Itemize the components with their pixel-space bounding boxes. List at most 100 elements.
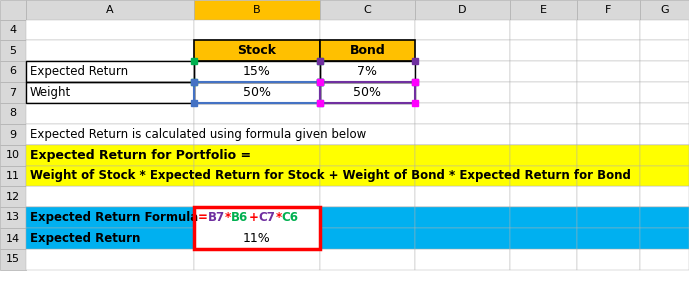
Bar xyxy=(194,20,320,40)
Bar xyxy=(510,124,577,145)
Bar xyxy=(577,82,640,103)
Bar xyxy=(0,228,26,249)
Text: B6: B6 xyxy=(232,211,249,224)
Bar xyxy=(640,228,689,249)
Text: Weight of Stock * Expected Return for Stock + Weight of Bond * Expected Return f: Weight of Stock * Expected Return for St… xyxy=(30,169,631,182)
Bar xyxy=(415,249,510,270)
Bar xyxy=(415,0,510,20)
Text: Expected Return Formula: Expected Return Formula xyxy=(30,211,198,224)
Bar xyxy=(320,40,415,61)
Bar xyxy=(320,166,415,186)
Bar xyxy=(510,61,577,82)
Bar xyxy=(26,61,194,82)
Bar xyxy=(320,103,415,124)
Bar xyxy=(320,61,415,82)
Bar xyxy=(194,186,320,207)
Bar xyxy=(640,145,689,166)
Bar xyxy=(577,228,640,249)
Bar xyxy=(26,228,194,249)
Bar xyxy=(194,228,320,249)
Bar xyxy=(320,61,415,82)
Bar xyxy=(577,166,640,186)
Bar xyxy=(577,20,640,40)
Bar xyxy=(640,166,689,186)
Bar xyxy=(415,40,510,61)
Text: Weight: Weight xyxy=(30,86,71,99)
Text: 6: 6 xyxy=(10,66,17,76)
Text: F: F xyxy=(606,5,612,15)
Bar xyxy=(510,82,577,103)
Text: 15%: 15% xyxy=(243,65,271,78)
Text: A: A xyxy=(106,5,114,15)
Bar xyxy=(194,207,320,228)
Bar xyxy=(577,145,640,166)
Bar xyxy=(510,0,577,20)
Bar xyxy=(194,228,320,249)
Bar xyxy=(415,82,510,103)
Bar xyxy=(26,124,194,145)
Bar xyxy=(415,207,510,228)
Bar xyxy=(415,228,510,249)
Text: *: * xyxy=(225,211,232,224)
Bar xyxy=(510,40,577,61)
Text: 13: 13 xyxy=(6,213,20,223)
Bar xyxy=(320,228,415,249)
Bar xyxy=(577,145,640,166)
Bar xyxy=(194,166,320,186)
Text: 11%: 11% xyxy=(243,232,271,245)
Bar xyxy=(0,207,26,228)
Text: E: E xyxy=(540,5,547,15)
Bar xyxy=(26,207,194,228)
Bar xyxy=(577,61,640,82)
Text: Expected Return for Portfolio =: Expected Return for Portfolio = xyxy=(30,149,251,162)
Text: G: G xyxy=(660,5,669,15)
Bar xyxy=(510,207,577,228)
Bar xyxy=(26,82,194,103)
Bar xyxy=(577,186,640,207)
Bar xyxy=(26,20,194,40)
Bar xyxy=(194,145,320,166)
Bar xyxy=(510,186,577,207)
Bar xyxy=(415,145,510,166)
Bar xyxy=(577,207,640,228)
Bar xyxy=(640,124,689,145)
Bar xyxy=(640,20,689,40)
Bar xyxy=(510,166,577,186)
Bar xyxy=(577,124,640,145)
Bar xyxy=(0,82,26,103)
Text: 7: 7 xyxy=(10,88,17,98)
Bar xyxy=(320,228,415,249)
Bar xyxy=(320,186,415,207)
Bar xyxy=(640,228,689,249)
Text: 8: 8 xyxy=(10,108,17,118)
Text: Bond: Bond xyxy=(349,44,385,57)
Bar xyxy=(194,82,320,103)
Bar xyxy=(26,103,194,124)
Bar xyxy=(194,124,320,145)
Bar xyxy=(194,40,320,61)
Text: +: + xyxy=(249,211,258,224)
Bar xyxy=(510,20,577,40)
Text: Expected Return: Expected Return xyxy=(30,65,128,78)
Bar xyxy=(26,145,194,166)
Bar xyxy=(194,166,320,186)
Bar xyxy=(640,186,689,207)
Bar xyxy=(320,249,415,270)
Bar xyxy=(415,166,510,186)
Bar xyxy=(415,124,510,145)
Bar xyxy=(26,186,194,207)
Text: 4: 4 xyxy=(10,25,17,35)
Bar xyxy=(194,249,320,270)
Bar xyxy=(415,186,510,207)
Bar xyxy=(577,103,640,124)
Bar xyxy=(194,103,320,124)
Bar xyxy=(640,145,689,166)
Bar xyxy=(0,249,26,270)
Text: 14: 14 xyxy=(6,233,20,243)
Text: *: * xyxy=(275,211,282,224)
Text: D: D xyxy=(458,5,466,15)
Text: Expected Return: Expected Return xyxy=(30,232,141,245)
Bar xyxy=(26,0,194,20)
Bar xyxy=(640,82,689,103)
Text: Stock: Stock xyxy=(238,44,276,57)
